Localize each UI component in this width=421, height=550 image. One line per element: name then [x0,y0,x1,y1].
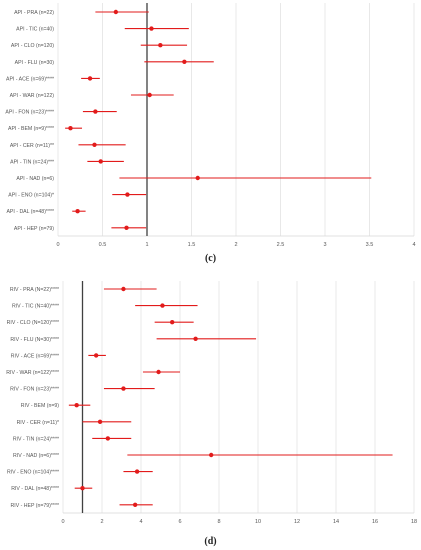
panel-c-point-estimate [93,109,98,114]
panel-c-xtick-label: 2 [234,242,237,248]
panel-d-point-estimate [105,436,111,441]
panel-d-point-estimate [170,320,175,325]
panel-d-row-label: RIV - ENO (n=104)**** [7,470,59,476]
panel-d-row-label: RIV - HEP (n=79)**** [11,503,60,509]
panel-c-point-estimate [182,59,187,64]
panel-c-row-label: API - HEP (n=79) [14,226,54,232]
panel-d-row-label: RIV - PRA (N=22)**** [10,287,59,293]
panel-c-caption: (c) [204,253,217,264]
panel-c-point-estimate [92,142,97,147]
panel-d-row-label: RIV - FON (n=23)**** [10,387,59,393]
panel-d-row-label: RIV - BEM (n=9) [21,403,59,409]
panel-d-xtick-label: 2 [100,519,103,525]
panel-c-row-label: API - ACE (n=69)**** [6,76,54,82]
panel-c-point-estimate [149,26,154,31]
panel-c-row-label: API - FLU (n=30) [15,60,55,66]
panel-d-row-label: RIV - CER (n=11)* [17,420,59,426]
panel-d-point-estimate [209,452,214,458]
panel-c-row-label: API - NAD (n=6) [16,176,54,182]
panel-d-point-estimate [74,403,79,408]
panel-d-chart: 0 2 4 6 8 10 12 14 16 18 RIV - PRA (N=22)**** RIV -… [6,281,417,525]
panel-c-point-estimate [75,209,80,214]
panel-c-row-label: API - FON (n=23)**** [5,110,54,116]
panel-d-row-label: RIV - NAD (n=6)**** [13,453,59,459]
panel-d-xtick-label: 16 [372,519,378,525]
panel-c-xtick-label: 3.5 [366,242,374,248]
panel-c-xtick-label: 0.5 [99,242,107,248]
panel-d-point-estimate [93,353,99,358]
panel-c-point-estimate [195,175,200,181]
panel-d-row-label: RIV - TIC (N=40)**** [12,304,59,310]
panel-c-point-estimate [68,126,73,131]
panel-c-row-label: API - TIC (n=40) [16,27,54,33]
panel-d-point-estimate [121,286,126,292]
panel-d-point-estimate [121,386,126,391]
panel-d-xtick-label: 10 [255,519,261,525]
panel-d-xtick-label: 0 [61,519,64,525]
panel-c-row-label: API - BEM (n=9)**** [8,126,54,132]
panel-c-row-label: API - PRA (n=22) [14,10,54,16]
panel-c-xtick-label: 4 [412,242,415,248]
panel-d-point-estimate [193,336,198,341]
panel-c-xtick-label: 0 [56,242,59,248]
panel-d-xtick-label: 14 [333,519,339,525]
panel-c-xtick-label: 1 [145,242,148,248]
panel-d-caption: (d) [204,536,217,547]
panel-c-row-label: API - TIN (n=24)*** [10,159,54,165]
panel-d-xtick-label: 18 [411,519,417,525]
panel-d-point-estimate [80,486,85,491]
panel-c-point-estimate [124,225,129,230]
panel-d-row-label: RIV - CLO (N=120)**** [7,320,59,326]
panel-c-xtick-label: 1.5 [188,242,196,248]
panel-c-point-estimate [147,92,152,98]
panel-c-row-label: API - CER (n=11)** [10,143,54,149]
panel-c-row-label: API - ENO (n=104)* [8,193,54,199]
panel-d-row-label: RIV - TIN (n=24)**** [13,436,59,442]
panel-c-row-label: API - DAL (n=48)**** [6,209,54,215]
panel-d-xtick-label: 4 [139,519,142,525]
panel-d-point-estimate [132,502,138,507]
panel-d-point-estimate [160,303,165,308]
panel-d-row-label: RIV - DAL (n=48)**** [11,486,59,492]
panel-c-row-label: API - CLO (n=120) [11,43,54,49]
panel-c-point-estimate [158,43,163,48]
panel-d-point-estimate [97,419,103,424]
panel-d-row-label: RIV - WAR (n=122)**** [6,370,59,376]
panel-d-point-estimate [134,469,140,474]
panel-c-point-estimate [98,159,103,164]
panel-c-row-label: API - WAR (n=122) [10,93,55,99]
panel-d-row-label: RIV - ACE (n=69)**** [11,353,59,359]
panel-d-row-label: RIV - FLU (N=30)**** [10,337,59,343]
panel-d-point-estimate [156,369,161,375]
panel-c-xtick-label: 2.5 [277,242,285,248]
panel-c-chart: 0 0.5 1 1.5 2 2.5 3 3.5 4 API - PRA (n=22) API - T… [5,3,416,248]
panel-d-xtick-label: 12 [294,519,300,525]
panel-c-point-estimate [125,192,130,197]
panel-c-xtick-label: 3 [323,242,326,248]
panel-c-point-estimate [113,9,119,15]
panel-c-point-estimate [87,76,93,81]
panel-d-xtick-label: 6 [178,519,181,525]
panel-d-xtick-label: 8 [217,519,220,525]
